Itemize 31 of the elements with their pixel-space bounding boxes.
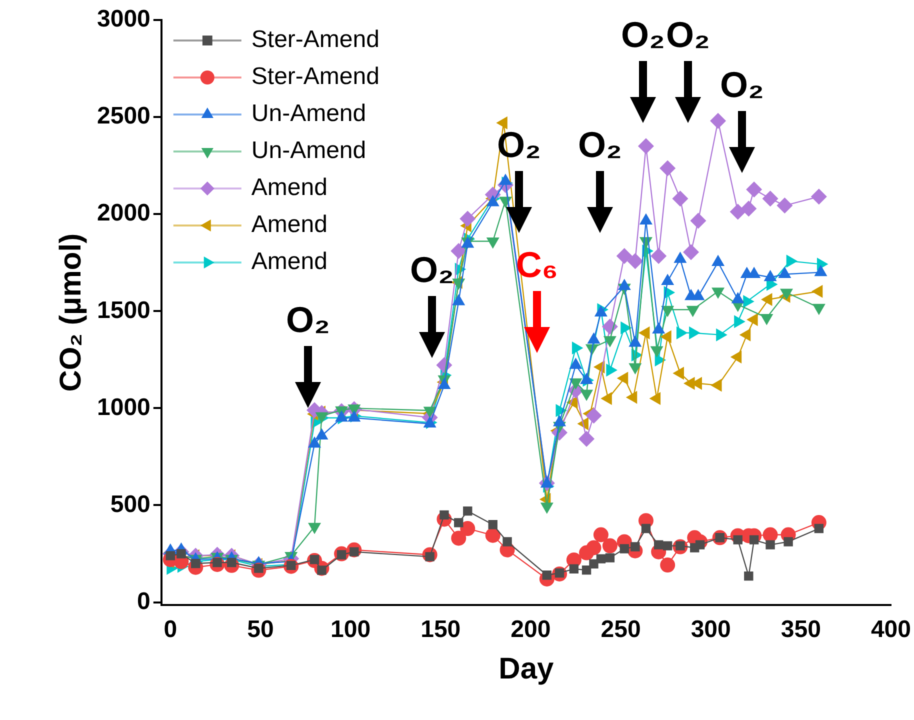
annotation: O₂: [621, 14, 665, 55]
legend-label: Ster-Amend: [251, 63, 380, 90]
legend-label: Un-Amend: [251, 100, 366, 128]
x-tick-label: 0: [164, 616, 178, 644]
annotation: O₂: [577, 123, 623, 167]
annotation: O₂: [285, 298, 331, 342]
x-tick-label: 100: [330, 616, 371, 644]
y-tick-label: 3000: [97, 6, 150, 33]
annotation: O₂: [719, 63, 765, 107]
y-axis-title: CO₂ (μmol): [54, 233, 88, 392]
x-tick-label: 250: [600, 616, 641, 644]
x-tick-label: 50: [247, 616, 274, 644]
y-tick-label: 0: [137, 588, 150, 615]
annotation: O₂: [666, 14, 710, 55]
y-tick-label: 1000: [97, 394, 150, 421]
x-tick-label: 150: [420, 616, 461, 644]
y-tick-label: 500: [110, 490, 150, 518]
legend-label: Amend: [251, 174, 328, 202]
x-tick-label: 350: [780, 616, 821, 644]
x-axis-title: Day: [498, 652, 554, 686]
legend-label: Amend: [251, 211, 328, 238]
legend-label: Ster-Amend: [251, 26, 380, 54]
x-tick-label: 200: [510, 616, 551, 644]
x-tick-label: 300: [690, 616, 731, 644]
legend-label: Un-Amend: [251, 137, 366, 164]
y-tick-label: 1500: [97, 296, 150, 324]
annotation: O₂: [409, 248, 455, 292]
x-tick-label: 400: [870, 616, 911, 644]
legend-label: Amend: [251, 248, 328, 276]
y-tick-label: 2500: [97, 102, 150, 130]
y-tick-label: 2000: [97, 200, 150, 227]
